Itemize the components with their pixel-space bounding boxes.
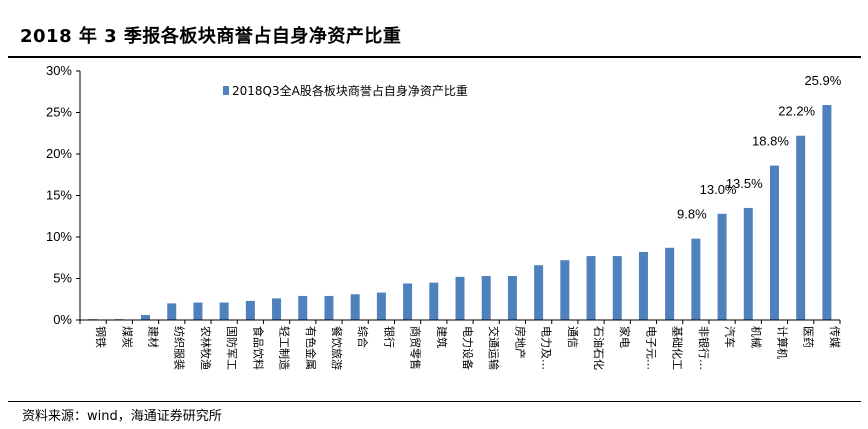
bar — [743, 207, 753, 320]
data-labels: 9.8% 13.0%13.5% 18.8% 22.2% 25.9% — [677, 73, 842, 222]
x-category-label: 交通运输 — [487, 326, 501, 370]
data-label: 25.9% — [804, 73, 841, 88]
bar — [822, 105, 832, 320]
x-category-label: 传媒 — [828, 326, 841, 348]
x-category-label: 建筑 — [435, 326, 449, 348]
bar — [403, 283, 413, 320]
bar — [167, 303, 177, 320]
data-label: 13.0% — [700, 182, 737, 197]
bar — [298, 295, 308, 320]
source-note: 资料来源：wind，海通证券研究所 — [22, 409, 222, 424]
bar — [272, 298, 282, 320]
bar — [769, 165, 779, 320]
bar — [193, 302, 203, 320]
legend-swatch — [223, 86, 229, 95]
bar — [534, 265, 544, 320]
y-tick-label: 10% — [46, 229, 72, 244]
x-category-label: 房地产 — [513, 326, 527, 359]
bar — [429, 282, 439, 320]
data-label: 18.8% — [752, 134, 789, 149]
bar — [796, 135, 806, 320]
bar — [586, 256, 596, 320]
bar — [612, 256, 622, 320]
x-category-label: 银行 — [382, 326, 396, 348]
bar — [141, 315, 151, 320]
bar — [691, 238, 701, 320]
bar — [219, 302, 229, 320]
x-category-label: 煤炭 — [120, 326, 133, 348]
x-category-label: 计算机 — [775, 326, 789, 359]
x-category-label: 通信 — [566, 326, 579, 348]
y-tick-label: 30% — [46, 63, 72, 78]
bars — [88, 105, 832, 320]
bar — [455, 276, 465, 320]
bar — [350, 294, 360, 320]
x-category-label: 农林牧渔 — [199, 326, 213, 370]
x-category-label: 轻工制造 — [278, 326, 292, 370]
x-category-label: 钢铁 — [94, 326, 107, 348]
x-category-label: 电力设备 — [461, 326, 475, 370]
legend: 2018Q3全A股各板块商誉占自身净资产比重 — [223, 83, 468, 98]
y-tick-label: 0% — [53, 312, 72, 327]
x-category-label: 电子元… — [644, 326, 657, 370]
legend-label: 2018Q3全A股各板块商誉占自身净资产比重 — [232, 83, 468, 98]
y-tick-label: 15% — [46, 188, 72, 203]
bar — [507, 276, 517, 320]
y-tick-label: 5% — [53, 271, 72, 286]
bar — [560, 260, 570, 320]
source-rule — [8, 401, 861, 402]
data-label: 22.2% — [778, 104, 815, 119]
bar — [481, 276, 491, 320]
data-label: 9.8% — [677, 207, 707, 222]
x-category-label: 家电 — [618, 326, 632, 348]
page-title: 2018 年 3 季报各板块商誉占自身净资产比重 — [20, 26, 402, 47]
y-tick-label: 25% — [46, 105, 72, 120]
title-rule — [8, 56, 861, 58]
bar — [665, 247, 675, 320]
x-category-label: 纺织服装 — [173, 326, 187, 370]
x-category-label: 电力及… — [540, 326, 553, 370]
x-category-label: 汽车 — [723, 326, 737, 348]
bar — [324, 295, 334, 320]
y-axis: 0% 5% 10% 15% 20% 25% 30% — [46, 63, 81, 327]
x-category-label: 有色金属 — [304, 326, 318, 370]
x-category-label: 食品饮料 — [251, 326, 265, 370]
bar — [638, 251, 648, 320]
x-category-label: 机械 — [749, 326, 763, 348]
x-axis: 钢铁 煤炭 建材 纺织服装 农林牧渔 国防军工 食品饮料 轻工制造 有色金属 餐饮旅游 综合 银行 商贸… — [79, 319, 841, 370]
bar — [245, 300, 255, 320]
x-category-label: 商贸零售 — [409, 326, 423, 370]
y-tick-label: 20% — [46, 146, 72, 161]
x-category-label: 建材 — [147, 326, 161, 348]
x-category-label: 石油石化 — [592, 326, 606, 370]
data-label: 13.5% — [726, 176, 763, 191]
x-category-label: 基础化工 — [671, 326, 685, 370]
x-category-label: 综合 — [356, 326, 370, 348]
x-category-label: 餐饮旅游 — [330, 326, 344, 370]
x-category-label: 国防军工 — [225, 326, 239, 370]
bar — [376, 292, 386, 320]
x-category-label: 医药 — [802, 326, 815, 348]
x-category-label: 非银行… — [697, 326, 711, 370]
bar — [717, 213, 727, 320]
